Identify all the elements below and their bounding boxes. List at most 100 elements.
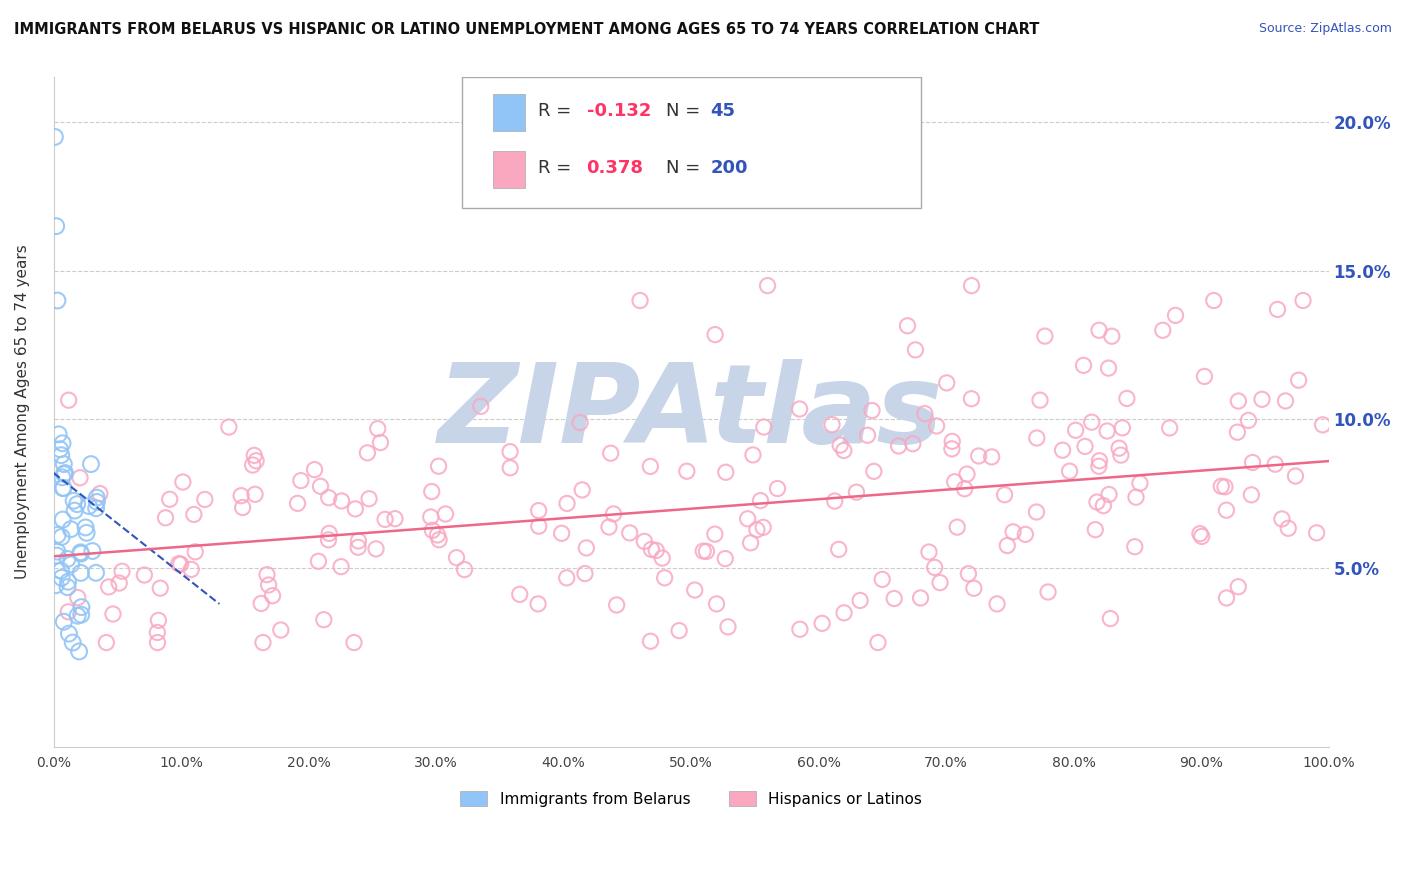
Point [46,544,69,558]
Point [737,512,759,526]
Point [101,607,124,621]
Point [51,571,73,585]
Point [60,558,83,572]
Point [740,536,762,550]
Point [1125,490,1147,504]
Point [89,486,111,500]
Point [1014,527,1036,541]
Point [1271,512,1294,526]
Point [599,446,621,460]
Point [231,489,253,503]
Point [330,559,353,574]
Point [633,534,655,549]
Point [640,542,662,557]
Point [953,482,976,496]
Point [419,510,441,524]
Point [1202,293,1225,308]
Point [980,450,1002,464]
Point [896,318,918,333]
Point [745,523,768,537]
Y-axis label: Unemployment Among Ages 65 to 74 years: Unemployment Among Ages 65 to 74 years [15,244,30,580]
Point [290,474,312,488]
Point [75,520,97,534]
Point [51,436,73,450]
Point [84,566,107,580]
Point [76,525,98,540]
Point [849,593,872,607]
Point [82,544,104,558]
Text: Source: ZipAtlas.com: Source: ZipAtlas.com [1258,22,1392,36]
Point [70,607,93,622]
Point [59,522,82,536]
Point [1073,359,1095,373]
Point [640,459,662,474]
Point [252,635,274,649]
Point [304,463,326,477]
Point [986,597,1008,611]
Point [654,571,676,585]
Point [1129,476,1152,491]
Point [860,403,883,417]
Point [555,496,578,510]
Point [470,400,492,414]
Point [453,563,475,577]
Point [364,541,387,556]
Point [870,573,893,587]
Point [51,448,73,462]
Text: 45: 45 [710,102,735,120]
Point [527,503,550,517]
Point [1084,523,1107,537]
Point [69,566,91,580]
Point [1237,413,1260,427]
Point [384,511,406,525]
Point [46,293,69,308]
Point [569,416,592,430]
Point [159,492,181,507]
Point [52,481,75,495]
Point [866,635,889,649]
Point [830,438,852,452]
Point [194,492,217,507]
Point [149,581,172,595]
Point [1052,443,1074,458]
Point [1227,580,1250,594]
Point [256,567,278,582]
Point [960,392,983,406]
Point [1277,521,1299,535]
Point [995,539,1018,553]
Point [706,597,728,611]
Point [1188,526,1211,541]
Point [994,488,1017,502]
Point [645,543,668,558]
Point [1097,361,1119,376]
Point [956,467,979,481]
Point [58,626,80,640]
Point [910,591,932,605]
Text: -0.132: -0.132 [586,102,651,120]
Point [1092,499,1115,513]
Point [749,493,772,508]
Point [756,278,779,293]
Point [77,499,100,513]
Point [1033,329,1056,343]
Point [832,443,855,458]
Point [914,407,936,421]
Point [53,467,76,482]
Point [66,608,89,623]
Point [1111,421,1133,435]
Point [1274,393,1296,408]
Point [218,420,240,434]
Point [1064,423,1087,437]
Point [434,507,457,521]
Point [318,491,340,505]
Point [925,419,948,434]
Point [1240,488,1263,502]
Point [675,464,697,478]
Point [242,458,264,472]
Point [1059,464,1081,478]
Point [56,580,79,594]
FancyBboxPatch shape [494,151,526,188]
Point [63,503,86,517]
Point [856,428,879,442]
Point [575,541,598,555]
